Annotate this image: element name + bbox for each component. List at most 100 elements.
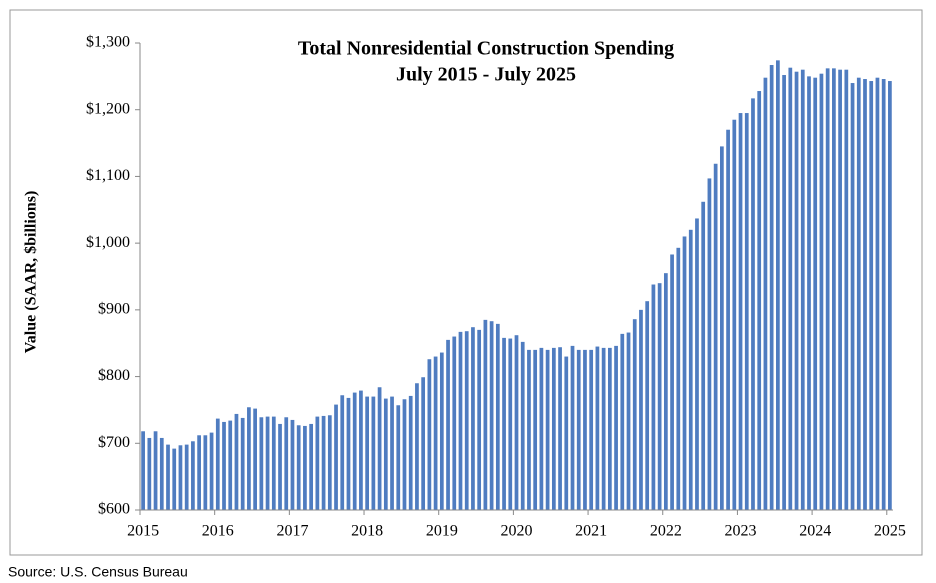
bar: [495, 323, 500, 510]
bar: [732, 119, 737, 510]
bar: [657, 283, 662, 510]
bar: [688, 229, 693, 511]
chart-title: Total Nonresidential Construction Spendi…: [298, 38, 674, 60]
x-tick-label: 2024: [799, 523, 831, 540]
bar: [184, 444, 189, 510]
bar: [477, 329, 482, 510]
bar: [427, 359, 432, 510]
x-tick-label: 2019: [426, 523, 458, 540]
bar: [539, 347, 544, 510]
bar: [875, 77, 880, 510]
bar: [719, 146, 724, 510]
bar: [172, 448, 177, 510]
bar: [508, 338, 513, 510]
bar: [881, 79, 886, 511]
chart-border: [9, 9, 923, 556]
bar: [215, 418, 220, 510]
bar: [159, 437, 164, 510]
bar: [439, 352, 444, 510]
bar: [850, 83, 855, 511]
bar: [626, 332, 631, 510]
bar: [707, 178, 712, 510]
bar: [271, 416, 276, 510]
bar: [601, 347, 606, 510]
x-tick-label: 2020: [501, 523, 533, 540]
bar: [371, 396, 376, 510]
bar: [365, 396, 370, 510]
bar: [247, 407, 251, 510]
bar: [259, 417, 264, 510]
x-tick-label: 2015: [127, 523, 159, 540]
x-tick-label: 2025: [874, 523, 906, 540]
bar: [807, 76, 811, 510]
bar: [408, 395, 413, 510]
bar: [863, 79, 867, 511]
bar: [359, 390, 363, 510]
bar: [813, 77, 818, 510]
y-tick-label: $1,000: [86, 234, 130, 251]
bar: [352, 392, 357, 510]
bar: [421, 377, 426, 510]
bar: [228, 420, 233, 510]
bar: [483, 319, 488, 510]
bar: [589, 349, 594, 510]
bar: [489, 321, 494, 510]
bar: [203, 435, 208, 510]
bar: [334, 404, 338, 510]
bar: [396, 405, 401, 510]
bar: [147, 437, 152, 510]
bar: [315, 416, 320, 510]
bar: [776, 60, 780, 511]
bar: [570, 345, 575, 510]
bar: [819, 73, 824, 510]
bar: [514, 335, 519, 510]
bar: [564, 356, 569, 510]
bar: [178, 445, 183, 510]
bar: [502, 337, 506, 510]
bar: [327, 415, 332, 510]
bar: [757, 91, 762, 510]
bar: [383, 398, 388, 510]
bar: [240, 417, 245, 510]
bar: [800, 69, 805, 510]
bar: [209, 432, 214, 510]
y-tick-label: $800: [98, 367, 130, 384]
bar: [141, 431, 145, 510]
bar: [446, 339, 450, 510]
y-tick-label: $700: [98, 434, 130, 451]
x-tick-label: 2022: [650, 523, 682, 540]
bar: [321, 415, 326, 510]
bar: [290, 419, 295, 510]
bar: [726, 129, 730, 510]
bar: [701, 201, 706, 510]
bar: [433, 356, 438, 510]
bar: [222, 421, 226, 510]
chart-subtitle: July 2015 - July 2025: [396, 64, 576, 86]
source-note: Source: U.S. Census Bureau: [8, 564, 188, 580]
bar: [632, 319, 637, 510]
bar: [639, 309, 643, 510]
y-tick-label: $600: [98, 501, 130, 518]
bar: [527, 349, 531, 510]
bar: [551, 347, 556, 510]
bar: [197, 435, 201, 510]
bar: [645, 301, 650, 510]
y-tick-label: $1,100: [86, 167, 130, 184]
bar: [471, 327, 475, 510]
bar: [402, 399, 407, 510]
bar: [234, 413, 239, 510]
bar: [296, 425, 301, 510]
bar: [253, 408, 257, 510]
bar: [153, 431, 158, 510]
bar: [166, 444, 170, 510]
bar: [763, 77, 768, 510]
bar: [533, 349, 538, 510]
bar: [583, 349, 587, 510]
bar: [309, 423, 314, 510]
y-axis-label: Value (SAAR, $billions): [23, 191, 40, 354]
bar: [676, 247, 681, 510]
bar: [744, 113, 749, 511]
bar: [545, 349, 550, 510]
bar: [751, 98, 755, 510]
bar: [377, 387, 382, 510]
